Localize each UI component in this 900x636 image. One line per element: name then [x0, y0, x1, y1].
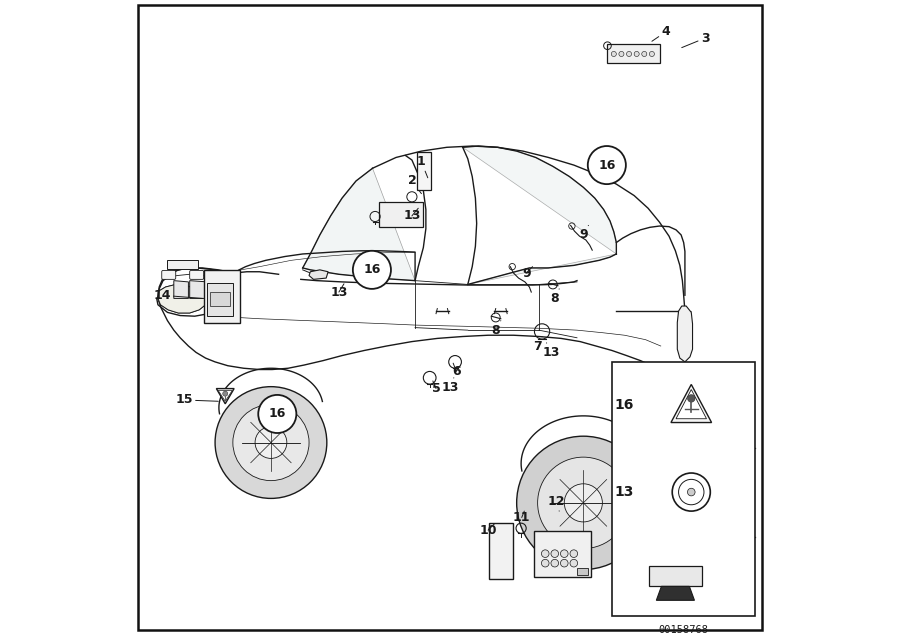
Circle shape: [551, 560, 559, 567]
Text: 13: 13: [403, 208, 420, 223]
Circle shape: [561, 550, 568, 558]
Circle shape: [255, 427, 287, 459]
Text: 1: 1: [417, 155, 428, 178]
FancyBboxPatch shape: [167, 260, 198, 269]
FancyBboxPatch shape: [490, 523, 514, 579]
Text: 13: 13: [330, 284, 347, 298]
Circle shape: [564, 484, 602, 522]
Polygon shape: [158, 284, 208, 313]
Polygon shape: [302, 169, 415, 280]
Text: 6: 6: [452, 363, 461, 378]
Circle shape: [570, 560, 578, 567]
Text: 8: 8: [491, 321, 500, 336]
Text: 9: 9: [522, 266, 533, 279]
Circle shape: [537, 457, 629, 549]
FancyBboxPatch shape: [190, 270, 203, 279]
Circle shape: [353, 251, 391, 289]
Polygon shape: [219, 391, 232, 401]
FancyBboxPatch shape: [210, 292, 230, 306]
Text: 9: 9: [579, 225, 589, 242]
Polygon shape: [216, 389, 234, 404]
Text: 8: 8: [551, 289, 559, 305]
Text: 16: 16: [615, 398, 634, 411]
Text: 14: 14: [153, 289, 202, 301]
FancyBboxPatch shape: [608, 45, 660, 64]
Circle shape: [650, 52, 654, 57]
Circle shape: [611, 52, 616, 57]
Polygon shape: [671, 384, 712, 422]
Text: 12: 12: [548, 495, 565, 511]
Text: 16: 16: [364, 263, 381, 276]
FancyBboxPatch shape: [612, 362, 755, 616]
Circle shape: [619, 52, 624, 57]
Text: 16: 16: [268, 408, 286, 420]
FancyBboxPatch shape: [203, 270, 240, 322]
Circle shape: [542, 560, 549, 567]
FancyBboxPatch shape: [649, 566, 702, 586]
Circle shape: [233, 404, 309, 481]
Circle shape: [688, 394, 695, 402]
FancyBboxPatch shape: [379, 202, 423, 227]
Text: 5: 5: [432, 381, 440, 395]
Polygon shape: [678, 306, 692, 362]
Text: 00158768: 00158768: [658, 625, 708, 635]
Text: 4: 4: [652, 25, 670, 41]
Polygon shape: [676, 389, 706, 418]
Text: 13: 13: [441, 378, 459, 394]
Text: 3: 3: [681, 32, 709, 48]
Text: 13: 13: [615, 485, 634, 499]
Polygon shape: [656, 586, 695, 600]
Text: 7: 7: [533, 336, 542, 352]
Circle shape: [626, 52, 632, 57]
Circle shape: [570, 550, 578, 558]
Circle shape: [688, 488, 695, 496]
Circle shape: [222, 391, 228, 396]
Text: 11: 11: [513, 511, 530, 524]
Circle shape: [634, 52, 639, 57]
FancyBboxPatch shape: [534, 531, 591, 576]
Polygon shape: [190, 280, 208, 298]
Circle shape: [551, 550, 559, 558]
FancyBboxPatch shape: [417, 153, 431, 190]
Circle shape: [517, 436, 650, 569]
Polygon shape: [309, 270, 328, 279]
Text: 13: 13: [543, 343, 561, 359]
FancyBboxPatch shape: [208, 283, 233, 316]
Text: 2: 2: [408, 174, 421, 193]
Polygon shape: [463, 146, 616, 284]
Circle shape: [258, 395, 296, 433]
Circle shape: [542, 550, 549, 558]
Circle shape: [588, 146, 626, 184]
Circle shape: [642, 52, 647, 57]
FancyBboxPatch shape: [577, 567, 589, 575]
Circle shape: [215, 387, 327, 499]
Circle shape: [561, 560, 568, 567]
Text: 15: 15: [176, 394, 219, 406]
Text: 16: 16: [598, 158, 616, 172]
Text: 10: 10: [480, 523, 497, 537]
Polygon shape: [174, 280, 188, 298]
FancyBboxPatch shape: [162, 270, 176, 279]
